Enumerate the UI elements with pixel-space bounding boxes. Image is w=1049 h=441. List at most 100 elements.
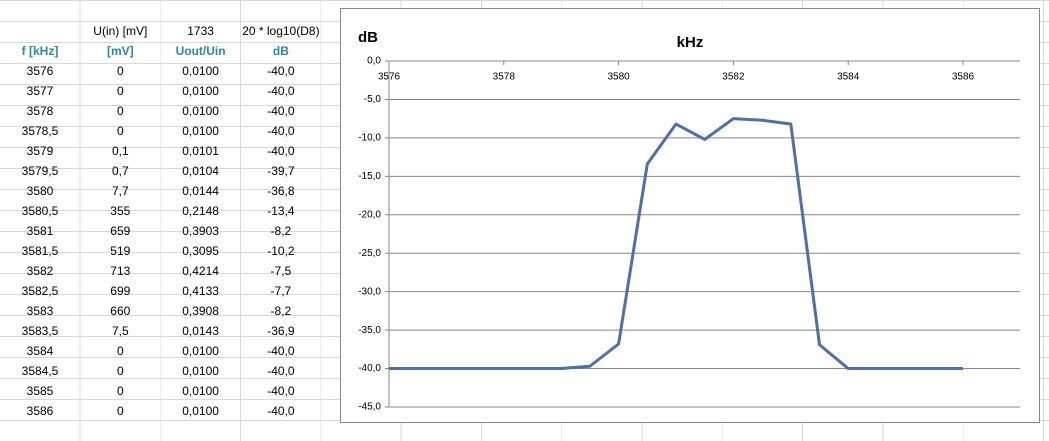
cell: -8,2	[270, 224, 292, 238]
cell: 0,0143	[182, 324, 219, 338]
cell: 3577	[26, 84, 54, 98]
cell: 3585	[26, 384, 54, 398]
cell: 7,5	[111, 324, 129, 338]
cell: 0,0144	[182, 184, 219, 198]
cell: -36,9	[267, 324, 295, 338]
cell: 7,7	[111, 184, 129, 198]
cell: -40,0	[267, 84, 295, 98]
y-tick-label: -40,0	[358, 363, 381, 374]
cell: 3586	[26, 404, 54, 418]
cell: 0,3908	[182, 304, 219, 318]
cell: 0,0100	[182, 364, 219, 378]
cell: 3579,5	[21, 164, 59, 178]
cell: 519	[110, 244, 131, 258]
x-tick-label: 3582	[722, 72, 745, 83]
x-tick-label: 3586	[952, 72, 975, 83]
cell: 699	[110, 284, 131, 298]
cell: 0,0104	[182, 164, 219, 178]
cell: 0,0100	[182, 404, 219, 418]
cell: 0,2148	[182, 204, 219, 218]
x-tick-label: 3576	[378, 72, 401, 83]
cell: 0	[116, 364, 124, 378]
cell: -40,0	[267, 404, 295, 418]
cell: 3576	[26, 64, 54, 78]
y-tick-label: -5,0	[364, 94, 382, 105]
cell: 0,0101	[182, 144, 219, 158]
cell: 0	[116, 104, 124, 118]
y-axis-label: dB	[358, 29, 378, 46]
cell: 659	[110, 224, 131, 238]
cell: 0,0100	[182, 84, 219, 98]
cell: -40,0	[267, 124, 295, 138]
cell: -7,7	[270, 284, 292, 298]
cell: 0,0100	[182, 104, 219, 118]
cell: 3581	[26, 224, 54, 238]
cell: dB	[272, 44, 289, 58]
cell: 1733	[187, 24, 214, 38]
x-tick-label: 3580	[607, 72, 630, 83]
cell: -40,0	[267, 384, 295, 398]
cell: 0	[116, 404, 124, 418]
cell: -40,0	[267, 64, 295, 78]
cell: 0	[116, 124, 124, 138]
cell: -36,8	[267, 184, 295, 198]
cell: -8,2	[270, 304, 292, 318]
cell: 3583,5	[21, 324, 59, 338]
cell: 0,0100	[182, 64, 219, 78]
cell: -39,7	[267, 164, 295, 178]
cell: 355	[110, 204, 131, 218]
x-tick-label: 3578	[493, 72, 516, 83]
y-tick-label: -20,0	[358, 209, 381, 220]
cell: 3582,5	[21, 284, 59, 298]
cell: 0,0100	[182, 344, 219, 358]
y-tick-label: -30,0	[358, 286, 381, 297]
y-tick-label: -35,0	[358, 325, 381, 336]
cell: 0,0100	[182, 384, 219, 398]
y-tick-label: -10,0	[358, 133, 381, 144]
chart: dB kHz 0,0 -5,0 -10,0 -15,0 -20,0 -25,0 -30,0 -…	[340, 8, 1040, 423]
cell: -40,0	[267, 364, 295, 378]
cell: 713	[110, 264, 131, 278]
chart-title: kHz	[677, 34, 704, 51]
cell: 3582	[26, 264, 54, 278]
cell: -13,4	[267, 204, 295, 218]
cell: 0,3095	[182, 244, 219, 258]
data-line	[389, 117, 963, 371]
cell: 3584,5	[21, 364, 59, 378]
cell: 0,4214	[182, 264, 219, 278]
cell: 3583	[26, 304, 54, 318]
cell: -40,0	[267, 344, 295, 358]
cell: -10,2	[267, 244, 295, 258]
y-tick-label: -15,0	[358, 171, 381, 182]
cell: 3581,5	[21, 244, 59, 258]
cell: -40,0	[267, 144, 295, 158]
cell: 0,3903	[182, 224, 219, 238]
cell: 3584	[26, 344, 54, 358]
cell: 0,1	[111, 144, 129, 158]
cell: 0	[116, 384, 124, 398]
y-tick-label: -25,0	[358, 248, 381, 259]
cell: 20 * log10(D8)	[242, 24, 320, 38]
y-tick-label: -45,0	[358, 402, 381, 413]
y-tick-label: 0,0	[367, 56, 381, 67]
cell: -7,5	[270, 264, 292, 278]
cell: f [kHz]	[21, 44, 59, 58]
cell: 0,7	[111, 164, 129, 178]
chart-frame	[340, 8, 1040, 423]
cell: 0	[116, 344, 124, 358]
cell: 3578,5	[21, 124, 59, 138]
cell: 0	[116, 84, 124, 98]
cell: 0,0100	[182, 124, 219, 138]
x-tick-label: 3584	[837, 72, 860, 83]
cell: 0	[116, 64, 124, 78]
cell: 3578	[26, 104, 54, 118]
cell: 660	[110, 304, 131, 318]
cell: [mV]	[106, 44, 134, 58]
cell: U(in) [mV]	[93, 24, 148, 38]
cell: 3579	[26, 144, 54, 158]
cell: Uout/Uin	[175, 44, 226, 58]
cell: 3580,5	[21, 204, 59, 218]
cell: -40,0	[267, 104, 295, 118]
cell: 3580	[26, 184, 54, 198]
